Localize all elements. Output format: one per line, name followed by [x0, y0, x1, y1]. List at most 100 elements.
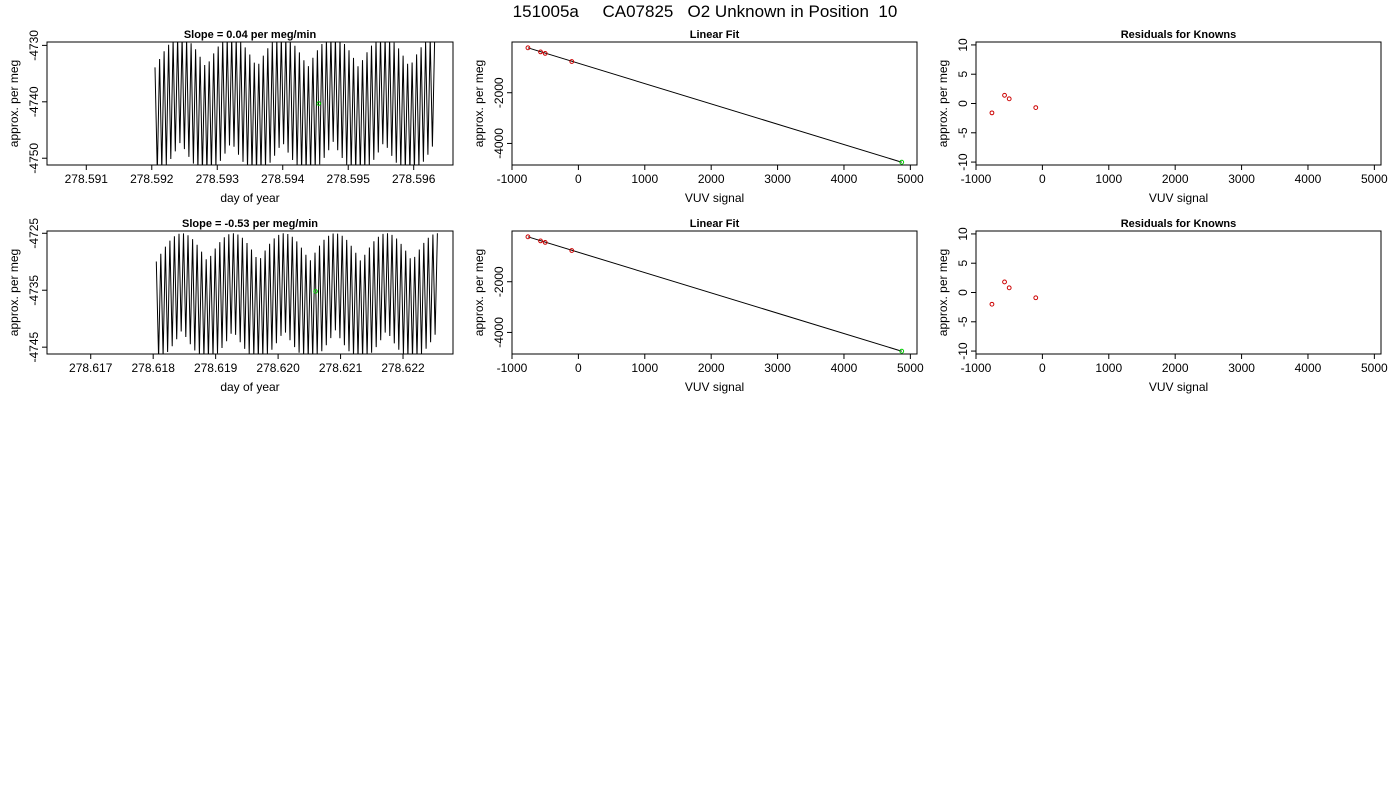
x-tick-label: 278.619 — [194, 361, 238, 375]
chart-title: Linear Fit — [690, 29, 740, 41]
x-tick-label: 278.591 — [65, 172, 109, 186]
data-point — [1002, 92, 1007, 98]
x-tick-label: 278.620 — [256, 361, 300, 375]
data-point — [1006, 96, 1012, 102]
plot-frame — [46, 230, 454, 355]
data-point — [525, 234, 531, 240]
x-tick-label: 0 — [575, 172, 582, 186]
data-point — [989, 301, 995, 307]
y-tick-label: -2000 — [492, 77, 506, 108]
x-axis-label: day of year — [220, 380, 279, 394]
x-tick-label: 5000 — [897, 361, 924, 375]
x-tick-label: 1000 — [1095, 361, 1122, 375]
highlight-point — [313, 289, 318, 294]
x-tick-label: 3000 — [1228, 172, 1255, 186]
x-tick-label: 278.595 — [327, 172, 371, 186]
plot-area — [525, 234, 905, 354]
data-point — [1033, 105, 1039, 110]
y-tick-label: -10 — [956, 153, 970, 171]
y-axis-label: approx. per meg — [472, 60, 486, 147]
x-tick-label: 3000 — [764, 361, 791, 375]
data-point — [525, 45, 531, 51]
x-axis-label: VUV signal — [1149, 380, 1208, 394]
plot-frame — [975, 230, 1382, 355]
x-axis-label: VUV signal — [685, 380, 744, 394]
plot-area — [155, 233, 438, 354]
y-tick-label: -4000 — [492, 317, 506, 348]
plot-area — [989, 92, 1039, 116]
y-tick-label: -4740 — [27, 86, 41, 117]
chart-panel-2: Linear Fit -1000 0 1000 2000 3000 4000 5000 -200… — [472, 29, 924, 205]
x-tick-label: 278.622 — [381, 361, 425, 375]
x-tick-label: 0 — [1039, 172, 1046, 186]
plot-frame — [511, 230, 918, 355]
y-tick-label: -5 — [956, 127, 970, 138]
chart-panel-5: Linear Fit -1000 0 1000 2000 3000 4000 5000 -200… — [472, 218, 924, 394]
data-point — [538, 238, 543, 244]
y-tick-label: 5 — [956, 71, 970, 78]
x-tick-label: 3000 — [1228, 361, 1255, 375]
x-tick-label: -1000 — [497, 172, 528, 186]
plot-frame — [975, 41, 1382, 166]
x-tick-label: 4000 — [1295, 361, 1322, 375]
data-point — [1006, 285, 1012, 291]
x-tick-label: 4000 — [831, 172, 858, 186]
data-point — [542, 51, 548, 56]
x-tick-label: 278.592 — [130, 172, 174, 186]
chart-title: Slope = 0.04 per meg/min — [184, 29, 317, 41]
x-tick-label: 278.618 — [131, 361, 175, 375]
highlight-point — [316, 101, 322, 106]
y-tick-label: 10 — [956, 227, 970, 241]
chart-title: Slope = -0.53 per meg/min — [182, 218, 318, 230]
fit-line — [527, 236, 902, 352]
x-tick-label: 278.621 — [319, 361, 363, 375]
x-tick-label: 1000 — [631, 172, 658, 186]
x-tick-label: 2000 — [1162, 172, 1189, 186]
y-axis-label: approx. per meg — [7, 249, 21, 336]
y-tick-label: -10 — [956, 342, 970, 360]
page-title: 151005a CA07825 O2 Unknown in Position 1… — [513, 2, 898, 21]
y-axis-label: approx. per meg — [472, 249, 486, 336]
plot-frame — [46, 41, 454, 166]
y-tick-label: -4000 — [492, 128, 506, 159]
chart-panel-6: Residuals for Knowns -1000 0 1000 2000 3000 40… — [936, 218, 1388, 394]
x-tick-label: 1000 — [1095, 172, 1122, 186]
y-axis-label: approx. per meg — [936, 249, 950, 336]
data-point — [542, 240, 548, 245]
x-tick-label: -1000 — [961, 172, 992, 186]
chart-panel-3: Residuals for Knowns -1000 0 1000 2000 3000 40… — [936, 29, 1388, 205]
chart-title: Residuals for Knowns — [1121, 218, 1237, 230]
chart-panel-4: Slope = -0.53 per meg/min 278.617 278.618 2… — [7, 218, 454, 394]
data-point — [899, 159, 905, 165]
x-axis-label: VUV signal — [685, 191, 744, 205]
y-axis-label: approx. per meg — [936, 60, 950, 147]
x-tick-label: -1000 — [497, 361, 528, 375]
x-tick-label: 278.617 — [69, 361, 113, 375]
plot-area — [989, 279, 1039, 307]
y-tick-label: 5 — [956, 260, 970, 267]
x-axis-label: VUV signal — [1149, 191, 1208, 205]
fit-line — [527, 47, 902, 163]
chart-title: Linear Fit — [690, 218, 740, 230]
data-point — [989, 110, 995, 116]
x-tick-label: 2000 — [1162, 361, 1189, 375]
y-tick-label: 0 — [956, 289, 970, 296]
x-tick-label: 0 — [1039, 361, 1046, 375]
x-tick-label: 5000 — [1361, 172, 1388, 186]
chart-title: Residuals for Knowns — [1121, 29, 1237, 41]
x-tick-label: 2000 — [698, 172, 725, 186]
y-tick-label: -4750 — [27, 143, 41, 174]
x-tick-label: 5000 — [1361, 361, 1388, 375]
y-tick-label: -5 — [956, 316, 970, 327]
data-point — [1002, 279, 1007, 285]
x-tick-label: 278.596 — [392, 172, 436, 186]
y-axis-label: approx. per meg — [7, 60, 21, 147]
data-point — [538, 49, 543, 55]
y-tick-label: 0 — [956, 100, 970, 107]
plot-area — [154, 42, 436, 165]
y-tick-label: -4730 — [27, 30, 41, 61]
y-tick-label: 10 — [956, 38, 970, 52]
x-tick-label: 1000 — [631, 361, 658, 375]
x-tick-label: -1000 — [961, 361, 992, 375]
